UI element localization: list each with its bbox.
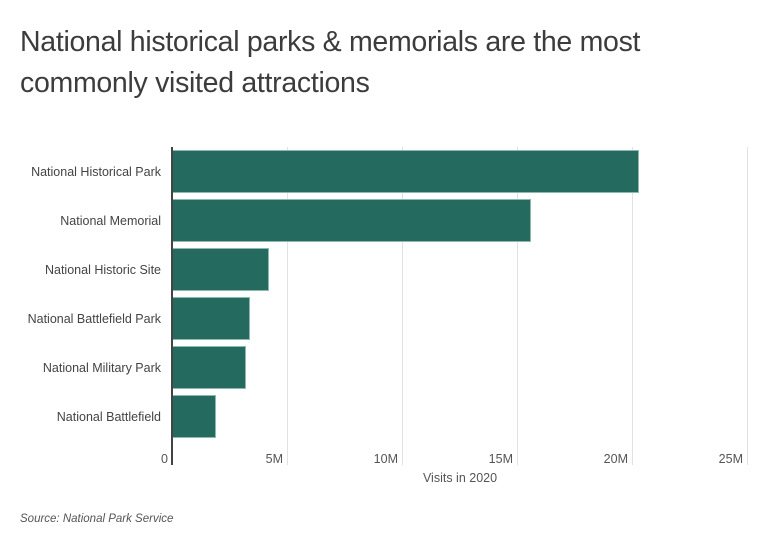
bar-national-military-park [172, 346, 246, 389]
bar-national-battlefield-park [172, 297, 250, 340]
y-axis-line [171, 147, 173, 465]
tick-20m: 20M [603, 452, 628, 466]
category-label: National Memorial [60, 213, 161, 228]
category-label: National Military Park [42, 360, 161, 375]
tick-0: 0 [161, 452, 168, 466]
chart-title: National historical parks & memorials ar… [20, 26, 641, 99]
tick-15m: 15M [488, 452, 513, 466]
bar-national-historic-site [172, 248, 269, 291]
bar-national-battlefield [172, 395, 216, 438]
category-label: National Battlefield Park [27, 311, 161, 326]
category-label: National Historic Site [44, 262, 161, 277]
tick-10m: 10M [373, 452, 398, 466]
bar-national-memorial [172, 199, 531, 242]
tick-5m: 5M [265, 452, 283, 466]
tick-25m: 25M [718, 452, 743, 466]
category-label: National Historical Park [31, 164, 161, 179]
category-label: National Battlefield [56, 409, 161, 424]
source-note: Source: National Park Service [20, 513, 174, 525]
gridline-25m [747, 147, 748, 465]
gridline-10m [402, 147, 403, 465]
plot-area [171, 147, 748, 465]
gridline-5m [287, 147, 288, 465]
gridline-15m [517, 147, 518, 465]
x-axis-label: Visits in 2020 [422, 471, 498, 485]
bar-national-historical-park [172, 150, 639, 193]
gridline-20m [632, 147, 633, 465]
